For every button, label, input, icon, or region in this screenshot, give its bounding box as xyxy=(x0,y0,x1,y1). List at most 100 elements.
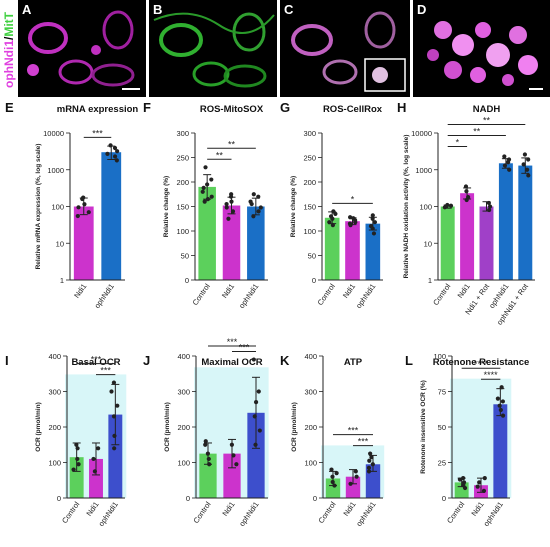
panel-g-data-point xyxy=(368,224,374,229)
panel-g-ylabel: Relative change (%) xyxy=(290,176,297,237)
panel-g-sig-label: * xyxy=(351,194,355,204)
panel-g-ytick-label: 300 xyxy=(303,129,316,138)
panel-f-ytick-label: 0 xyxy=(185,276,189,285)
panel-k-data-point xyxy=(348,481,353,486)
panel-h-data-point xyxy=(464,189,469,194)
panel-f-data-point xyxy=(205,197,211,202)
panel-i-ytick-label: 200 xyxy=(48,423,61,432)
panel-f-category-label: ophNdi1 xyxy=(237,282,260,310)
panel-f-data-point xyxy=(230,209,236,214)
panel-e-data-point xyxy=(114,158,119,163)
panel-l-ytick-label: 0 xyxy=(442,494,446,503)
panel-i-ytick-label: 400 xyxy=(48,352,61,361)
panel-l-bar xyxy=(493,404,508,498)
panel-k-data-point xyxy=(329,467,334,472)
panel-g-data-point xyxy=(347,221,353,226)
panel-i-sig-label: *** xyxy=(91,355,102,365)
panel-j-bar xyxy=(247,412,265,498)
panel-i-title: Basal OCR xyxy=(71,357,120,368)
panel-f-bar xyxy=(222,205,241,280)
panel-h-bar xyxy=(440,206,455,280)
panel-f-bar xyxy=(198,186,216,280)
panel-j-ylabel: OCR (pmol/min) xyxy=(164,402,171,451)
panel-g-ytick-label: 0 xyxy=(312,276,316,285)
panel-j-data-point xyxy=(252,414,257,419)
panel-k-sig-label: *** xyxy=(348,426,359,436)
panel-e-data-point xyxy=(112,145,118,151)
panel-l-data-point xyxy=(497,403,502,408)
panel-l-data-point xyxy=(461,476,466,481)
panel-j-sig-label: *** xyxy=(239,343,250,353)
panel-g-data-point xyxy=(371,231,377,236)
panel-j-data-point xyxy=(205,451,210,456)
panel-f-data-point xyxy=(251,192,256,197)
panel-i-data-point xyxy=(76,462,81,467)
panel-l-title: Rotenone Resistance xyxy=(433,357,530,368)
panel-h-letter: H xyxy=(397,100,406,115)
micrograph-c-image xyxy=(291,11,406,92)
panel-f-ytick-label: 200 xyxy=(176,178,189,187)
panel-f-data-point xyxy=(224,201,229,207)
panel-k-data-point xyxy=(330,474,335,479)
panel-j-data-point xyxy=(251,357,256,362)
panel-j-title: Maximal OCR xyxy=(201,357,262,368)
panel-f-ytick-label: 100 xyxy=(176,227,189,236)
panel-l-category-label: ophNdi1 xyxy=(482,500,505,528)
panel-e-ytick-label: 100 xyxy=(51,203,64,212)
panel-f-letter: F xyxy=(143,100,151,115)
panel-h-data-point xyxy=(526,157,531,162)
panel-j-data-point xyxy=(206,456,211,462)
panel-j-category-label: Ndi1 xyxy=(220,500,236,518)
panel-h-ytick-label: 100 xyxy=(419,203,432,212)
micrograph-b-letter: B xyxy=(153,2,163,17)
panel-i-letter: I xyxy=(5,353,9,368)
panel-f-ytick-label: 300 xyxy=(176,129,189,138)
panel-k-data-point xyxy=(366,469,372,474)
panel-h-ytick-label: 1000 xyxy=(415,166,432,175)
panel-l-data-point xyxy=(481,488,487,493)
panel-k-ytick-label: 200 xyxy=(304,423,317,432)
panel-i-data-point xyxy=(109,389,114,394)
panel-e-data-point xyxy=(105,151,110,156)
panel-g-data-point xyxy=(330,223,335,228)
micrograph-b: B xyxy=(149,0,277,97)
panel-e-data-point xyxy=(82,202,87,207)
panel-f-data-point xyxy=(256,194,261,199)
panel-f-data-point xyxy=(205,182,210,187)
panel-g-bar xyxy=(365,223,381,280)
panel-e-ytick-label: 10 xyxy=(56,239,64,248)
panel-h-ylabel: Relative NADH oxidation activity (%, log… xyxy=(403,135,410,279)
panel-l-ylabel: Rotenone insensitive OCR (%) xyxy=(420,380,427,474)
panel-k-ylabel: OCR (pmol/min) xyxy=(291,402,298,451)
panel-k-data-point xyxy=(370,462,375,467)
panel-f-category-label: Control xyxy=(191,282,212,307)
panel-e-bar xyxy=(101,152,122,280)
panel-j-ytick-label: 100 xyxy=(177,459,190,468)
panel-g-category-label: Control xyxy=(316,282,337,307)
panel-i-data-point xyxy=(111,414,117,419)
panel-j-category-label: ophNdi1 xyxy=(237,500,260,528)
panel-g-data-point xyxy=(348,215,353,220)
panel-i-ytick-label: 0 xyxy=(57,494,61,503)
panel-f-data-point xyxy=(229,192,234,197)
micrograph-d-image xyxy=(427,21,543,90)
panel-k-data-point xyxy=(354,474,359,479)
micrograph-d-letter: D xyxy=(417,2,427,17)
panel-g-data-point xyxy=(328,214,334,219)
panel-i-ylabel: OCR (pmol/min) xyxy=(35,402,42,451)
panel-j-category-label: Control xyxy=(191,500,212,525)
panel-k-data-point xyxy=(367,458,372,463)
micrograph-c-letter: C xyxy=(284,2,294,17)
panel-j-data-point xyxy=(253,400,259,405)
panel-i-data-point xyxy=(112,433,117,438)
panel-f-data-point xyxy=(229,199,234,204)
panel-f-bar xyxy=(247,206,265,280)
panel-f-ytick-label: 50 xyxy=(181,252,189,261)
panel-e-ytick-label: 1 xyxy=(60,276,64,285)
panel-h-sig-label: ** xyxy=(473,126,481,136)
panel-f-data-point xyxy=(248,199,253,204)
panel-j-data-point xyxy=(229,442,235,447)
panel-l-ytick-label: 100 xyxy=(433,352,446,361)
panel-h-data-point xyxy=(507,167,512,172)
panel-k-data-point xyxy=(330,479,335,485)
